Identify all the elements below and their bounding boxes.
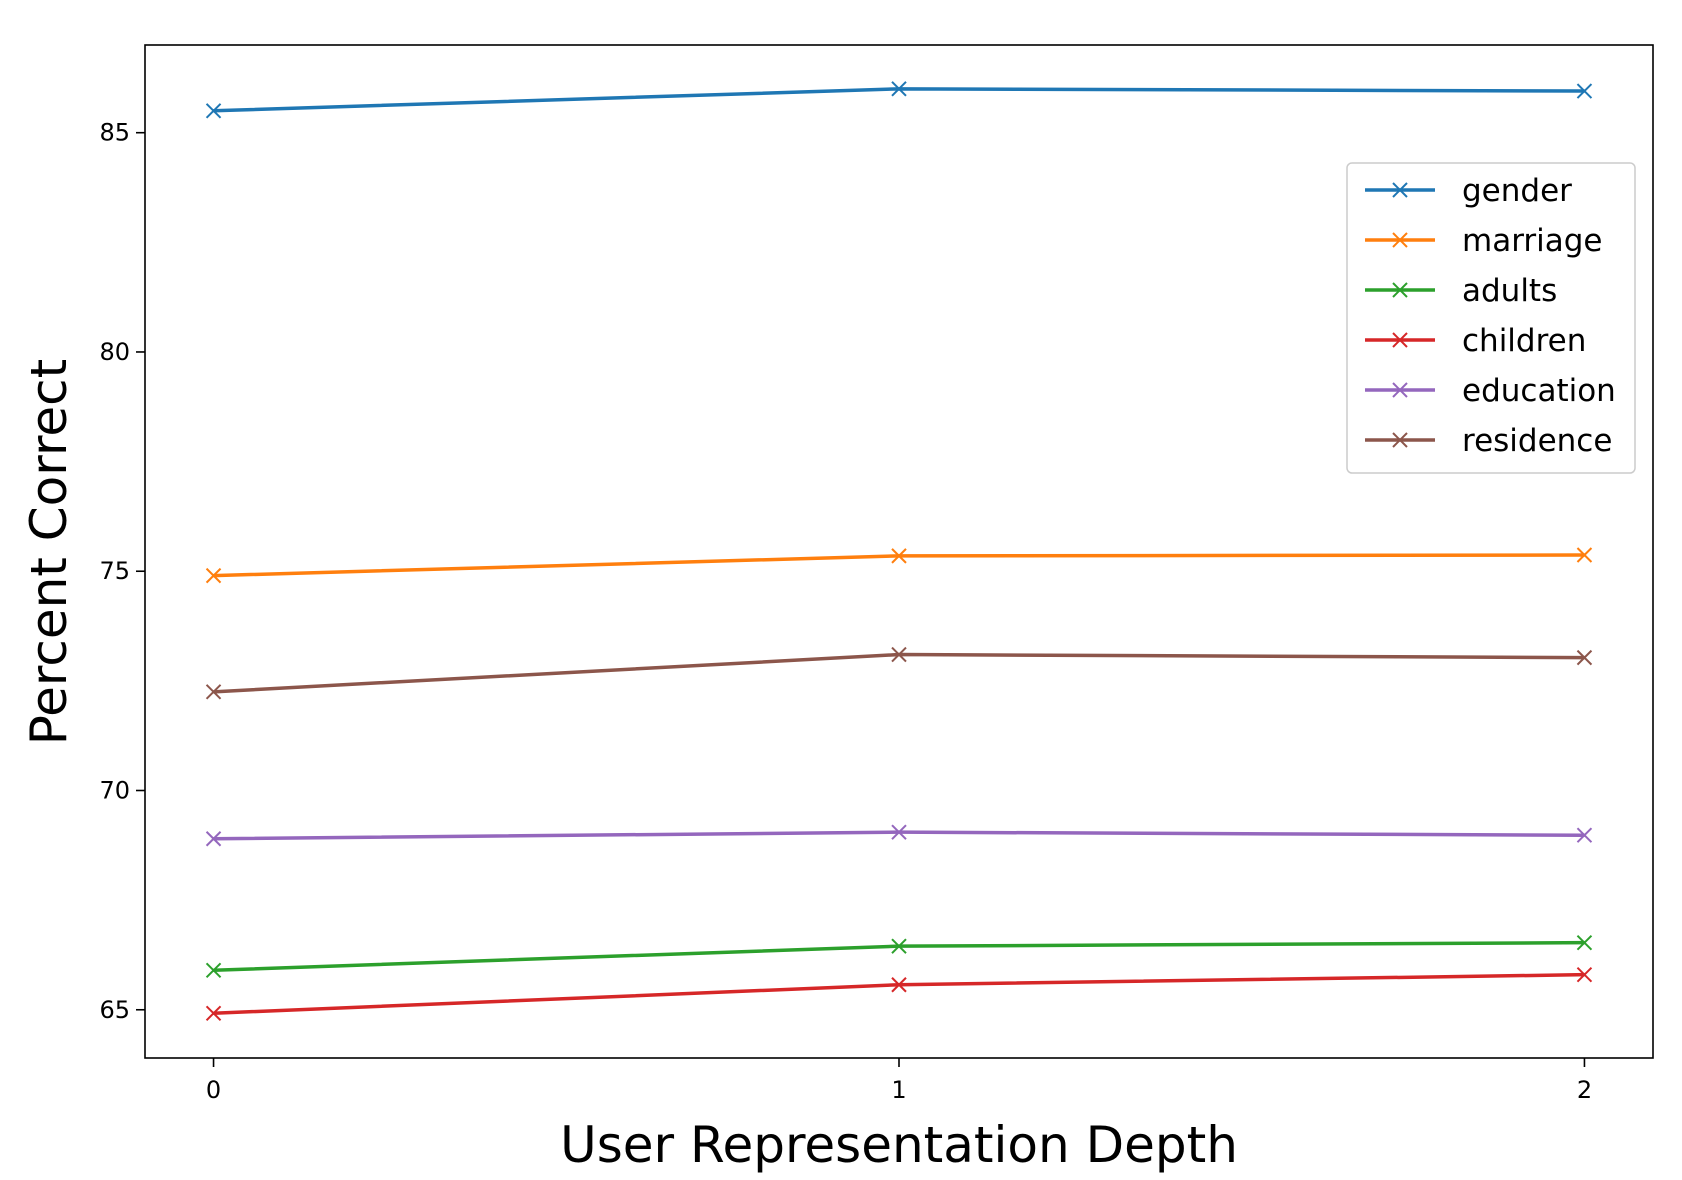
data-point-marriage [1576,547,1593,563]
data-point-gender [1576,83,1593,99]
x-axis-title: User Representation Depth [560,1116,1238,1174]
data-point-children [1576,966,1593,983]
legend-label: gender [1462,173,1572,209]
data-point-marriage [205,567,222,584]
y-tick-label: 65 [99,996,130,1024]
series-marriage [205,547,1593,584]
legend-entry-adults: adults [1365,273,1557,309]
data-point-gender [205,103,222,119]
series-children [205,966,1593,1021]
legend-entry-education: education [1365,373,1616,409]
y-tick-label: 70 [99,776,130,804]
legend-entry-residence: residence [1365,423,1612,459]
legend-label: marriage [1462,223,1603,259]
data-point-adults [205,962,222,979]
legend-label: adults [1462,273,1557,309]
data-point-adults [891,938,907,954]
legend-marker [1392,432,1408,448]
data-point-children [891,977,907,993]
series-adults [205,934,1593,979]
data-point-education [205,831,222,847]
legend-label: children [1462,323,1586,359]
y-tick-label: 80 [99,338,130,366]
y-tick-label: 75 [99,557,130,585]
series-line-residence [213,652,1585,694]
y-tick-label: 85 [99,119,130,147]
series-education [205,824,1593,847]
data-point-children [205,1005,222,1021]
legend-marker [1392,332,1408,348]
legend-label: education [1462,373,1616,409]
legend-marker [1392,182,1408,198]
data-point-residence [205,684,222,700]
data-point-residence [1576,649,1593,666]
y-axis-title: Percent Correct [20,359,78,746]
legend-marker [1392,382,1408,398]
series-layer [205,81,1593,1021]
legend: gender marriage adults children education res… [1346,162,1636,474]
series-line-marriage [213,553,1585,578]
x-tick-label: 2 [1577,1076,1592,1104]
data-point-marriage [891,548,907,564]
x-axis-ticks: 0 1 2 [206,1058,1592,1104]
data-point-gender [891,81,907,97]
legend-label: residence [1462,423,1612,459]
series-line-gender [213,87,1585,113]
x-tick-label: 0 [206,1076,221,1104]
legend-entry-gender: gender [1365,173,1572,209]
data-point-education [891,824,907,840]
series-line-children [213,972,1585,1016]
series-residence [205,646,1593,700]
plot-frame [144,44,1654,1059]
legend-entry-marriage: marriage [1365,223,1603,259]
data-point-adults [1576,934,1593,951]
legend-marker [1392,282,1408,298]
data-point-residence [891,646,907,663]
data-point-education [1576,827,1593,843]
y-axis-ticks: 65 70 75 80 85 [99,119,145,1024]
legend-marker [1392,232,1408,248]
x-tick-label: 1 [891,1076,906,1104]
legend-entry-children: children [1365,323,1586,359]
series-gender [205,81,1593,119]
